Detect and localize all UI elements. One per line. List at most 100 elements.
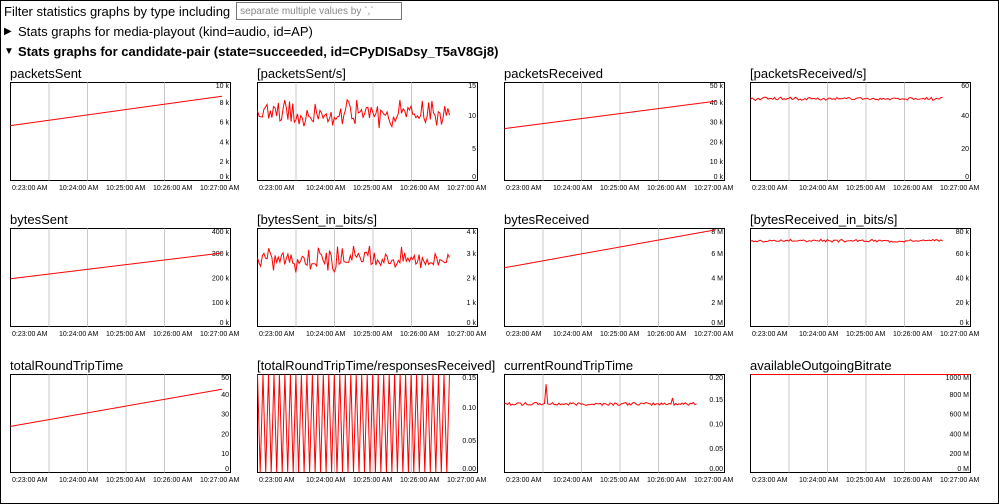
x-tick-label: 10:26:00 AM: [647, 185, 686, 192]
y-tick-label: 20 k: [710, 139, 724, 146]
plot-frame: [10, 228, 231, 327]
section-media-playout[interactable]: ▶ Stats graphs for media-playout (kind=a…: [4, 24, 313, 39]
y-tick-label: 4 k: [220, 139, 230, 146]
plot-frame: [504, 374, 725, 473]
x-tick-label: 10:24:00 AM: [59, 185, 98, 192]
graph-title: [packetsSent/s]: [257, 66, 346, 81]
graph-bytesreceived: bytesReceived 8 M 6 M 4 M 2 M 0 M 0:23:00 AM 10…: [504, 212, 740, 352]
filter-row: Filter statistics graphs by type includi…: [4, 2, 403, 20]
y-tick-label: 0.05: [709, 446, 723, 453]
y-tick-label: 30 k: [710, 120, 724, 127]
y-tick-label: 8 k: [220, 100, 230, 107]
graph-plot: 80 k 60 k 40 k 20 k 0 k 0:23:00 AM 10:24:00 AM…: [750, 228, 979, 338]
y-tick-label: 0 k: [220, 320, 230, 327]
graph-packetsreceived-s: [packetsReceived/s] 60 40 20 0 0:23:00 AM 10:2…: [750, 66, 986, 206]
graph-title: [bytesReceived_in_bits/s]: [750, 212, 898, 227]
x-tick-label: 10:25:00 AM: [106, 477, 145, 484]
graph-title: bytesReceived: [504, 212, 590, 227]
x-tick-label: 10:25:00 AM: [600, 477, 639, 484]
graph-plot: 1000 M 800 M 600 M 400 M 200 M 0 M 0:23:00 AM 1…: [750, 374, 979, 484]
series-line: [257, 245, 450, 273]
graph-plot: 15 10 5 0 0:23:00 AM 10:24:00 AM 10:25:00 AM 10…: [257, 82, 486, 192]
y-tick-label: 40 k: [956, 276, 970, 283]
y-tick-label: 4 k: [467, 229, 477, 236]
y-tick-label: 0 k: [960, 320, 970, 327]
x-tick-label: 10:24:00 AM: [306, 477, 345, 484]
y-tick-label: 0 k: [714, 174, 724, 181]
graph-title: packetsSent: [10, 66, 82, 81]
graph-plot: 50 40 30 20 10 0 0:23:00 AM 10:24:00 AM 10:25:00…: [10, 374, 239, 484]
x-tick-label: 10:25:00 AM: [600, 331, 639, 338]
y-tick-label: 15: [468, 83, 476, 90]
series-line: [504, 100, 717, 130]
y-tick-label: 0.00: [709, 466, 723, 473]
graph-plot: 8 M 6 M 4 M 2 M 0 M 0:23:00 AM 10:24:00 AM 10:2…: [504, 228, 733, 338]
x-tick-label: 10:24:00 AM: [306, 331, 345, 338]
graph-plot: 0.20 0.15 0.10 0.05 0.00 0:23:00 AM 10:24:00 A…: [504, 374, 733, 484]
x-tick-label: 10:26:00 AM: [153, 331, 192, 338]
x-tick-label: 10:25:00 AM: [846, 185, 885, 192]
graph-totalroundtriptime: totalRoundTripTime 50 40 30 20 10 0 0:23:00 AM 1…: [10, 358, 246, 498]
graph-bytesreceived-in-bits-s: [bytesReceived_in_bits/s] 80 k 60 k 40 k 20 …: [750, 212, 986, 352]
y-tick-label: 2 M: [711, 300, 723, 307]
y-tick-label: 40: [961, 113, 969, 120]
graph-bytessent: bytesSent 400 k 300 k 200 k 100 k 0 k 0:23:00 …: [10, 212, 246, 352]
x-tick-label: 10:24:00 AM: [799, 477, 838, 484]
y-tick-label: 5: [472, 146, 476, 153]
y-tick-label: 0 k: [467, 320, 477, 327]
plot-frame: [257, 228, 478, 327]
y-tick-label: 300 k: [212, 251, 230, 258]
x-tick-label: 10:24:00 AM: [59, 331, 98, 338]
x-tick-label: 10:24:00 AM: [59, 477, 98, 484]
plot-frame: [750, 228, 971, 327]
graph-packetsreceived: packetsReceived 50 k 40 k 30 k 20 k 10 k 0 k 0:…: [504, 66, 740, 206]
plot-frame: [504, 82, 725, 181]
plot-frame: [10, 82, 231, 181]
y-tick-label: 400 M: [950, 431, 970, 438]
series-line: [750, 96, 943, 102]
x-tick-label: 10:26:00 AM: [893, 331, 932, 338]
x-tick-label: 0:23:00 AM: [506, 331, 542, 338]
x-tick-label: 10:27:00 AM: [200, 185, 239, 192]
graph-plot: 0.15 0.10 0.05 0.00 0:23:00 AM 10:24:00 AM 10:…: [257, 374, 486, 484]
y-tick-label: 200 k: [212, 276, 230, 283]
y-tick-label: 0.20: [709, 375, 723, 382]
plot-frame: [10, 374, 231, 473]
x-tick-label: 10:27:00 AM: [940, 477, 979, 484]
section-label: Stats graphs for media-playout (kind=aud…: [18, 24, 313, 39]
y-tick-label: 50 k: [710, 83, 724, 90]
y-tick-label: 2 k: [220, 159, 230, 166]
x-tick-label: 0:23:00 AM: [506, 185, 542, 192]
filter-input[interactable]: [236, 2, 403, 20]
x-tick-label: 0:23:00 AM: [752, 477, 788, 484]
x-tick-label: 10:26:00 AM: [893, 185, 932, 192]
graph-title: bytesSent: [10, 212, 68, 227]
y-tick-label: 10: [221, 451, 229, 458]
section-candidate-pair[interactable]: ▼ Stats graphs for candidate-pair (state…: [4, 44, 498, 59]
filter-label: Filter statistics graphs by type includi…: [4, 3, 231, 19]
y-tick-label: 0 M: [711, 320, 723, 327]
x-tick-label: 10:26:00 AM: [400, 477, 439, 484]
expand-triangle-icon[interactable]: ▶: [4, 26, 12, 37]
y-tick-label: 1 k: [467, 300, 477, 307]
y-tick-label: 0.15: [709, 397, 723, 404]
series-line: [10, 95, 223, 127]
section-label: Stats graphs for candidate-pair (state=s…: [18, 44, 499, 59]
y-tick-label: 0.10: [709, 422, 723, 429]
y-tick-label: 10 k: [710, 159, 724, 166]
x-tick-label: 10:26:00 AM: [893, 477, 932, 484]
x-tick-label: 10:26:00 AM: [647, 331, 686, 338]
y-tick-label: 800 M: [950, 392, 970, 399]
y-tick-label: 200 M: [950, 451, 970, 458]
x-tick-label: 10:27:00 AM: [200, 331, 239, 338]
y-tick-label: 10 k: [216, 83, 230, 90]
x-tick-label: 10:27:00 AM: [694, 185, 733, 192]
collapse-triangle-icon[interactable]: ▼: [4, 46, 14, 57]
y-tick-label: 1000 M: [946, 375, 970, 382]
x-tick-label: 10:27:00 AM: [940, 185, 979, 192]
y-tick-label: 0.10: [462, 405, 476, 412]
y-tick-label: 60: [961, 83, 969, 90]
x-tick-label: 10:25:00 AM: [846, 477, 885, 484]
plot-frame: [257, 82, 478, 181]
x-tick-label: 10:24:00 AM: [799, 331, 838, 338]
